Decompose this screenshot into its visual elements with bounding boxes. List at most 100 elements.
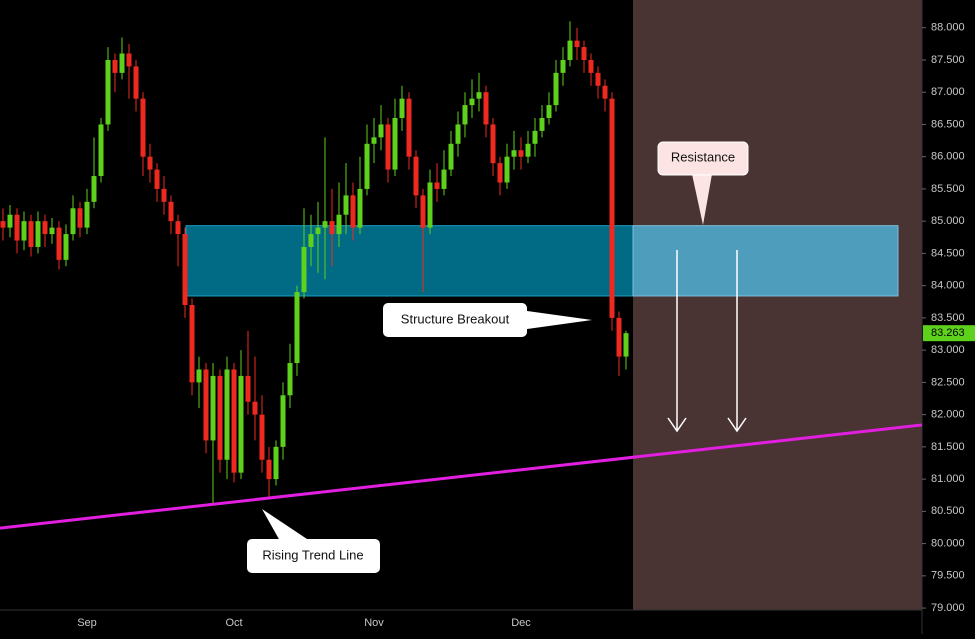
candle-body bbox=[0, 221, 6, 228]
arrow-head bbox=[727, 417, 747, 433]
y-tick-label: 83.500 bbox=[931, 312, 965, 324]
y-tick-label: 81.500 bbox=[931, 441, 965, 453]
resistance-zone bbox=[185, 225, 634, 297]
candle-body bbox=[182, 234, 188, 305]
candle-body bbox=[273, 446, 279, 480]
candle-body bbox=[161, 188, 167, 202]
candle-body bbox=[504, 156, 510, 183]
candle-body bbox=[462, 105, 468, 125]
candle-body bbox=[42, 221, 48, 235]
candle-body bbox=[546, 105, 552, 119]
candle-body bbox=[189, 305, 195, 383]
candle-body bbox=[154, 169, 160, 189]
candle-body bbox=[294, 292, 300, 364]
x-tick-label: Nov bbox=[364, 617, 384, 629]
candle-body bbox=[399, 98, 405, 119]
callout-box bbox=[247, 539, 380, 573]
resistance-zone-projection bbox=[632, 225, 899, 297]
candle-body bbox=[168, 201, 174, 222]
candle-body bbox=[448, 143, 454, 170]
candle-body bbox=[7, 214, 13, 228]
candle-body bbox=[532, 130, 538, 144]
candle-body bbox=[581, 47, 587, 60]
candle-body bbox=[28, 221, 34, 247]
candle-body bbox=[133, 66, 139, 99]
annotation: Resistance bbox=[671, 149, 735, 164]
resistance-callout: Resistance bbox=[657, 141, 749, 225]
candle-body bbox=[84, 201, 90, 228]
candle-body bbox=[455, 124, 461, 144]
candle-body bbox=[14, 214, 20, 241]
candle-body bbox=[518, 150, 524, 157]
candle-body bbox=[322, 221, 328, 228]
y-tick-label: 80.000 bbox=[931, 537, 965, 549]
price-tag-label: 83.263 bbox=[931, 327, 965, 339]
candle-body bbox=[588, 59, 594, 73]
price-tag bbox=[923, 325, 975, 342]
arrow-head bbox=[667, 417, 687, 433]
candle-body bbox=[497, 163, 503, 183]
candle-body bbox=[441, 169, 447, 189]
candle-body bbox=[574, 40, 580, 48]
y-tick-label: 86.500 bbox=[931, 118, 965, 130]
candle-body bbox=[77, 208, 83, 228]
candle-body bbox=[406, 98, 412, 157]
candle-body bbox=[98, 124, 104, 177]
candle-body bbox=[245, 375, 251, 402]
y-tick-label: 88.000 bbox=[931, 22, 965, 34]
candle-body bbox=[413, 156, 419, 196]
candle-body bbox=[91, 176, 97, 202]
y-tick-label: 84.500 bbox=[931, 247, 965, 259]
candle-body bbox=[336, 214, 342, 235]
candle-body bbox=[210, 375, 216, 441]
candle-body bbox=[252, 401, 258, 415]
candle-body bbox=[483, 92, 489, 125]
candle-body bbox=[595, 72, 601, 86]
annotation: Structure Breakout bbox=[401, 311, 510, 326]
candle-body bbox=[56, 227, 62, 260]
candle-body bbox=[525, 143, 531, 157]
candle-body bbox=[238, 375, 244, 473]
y-tick-label: 84.000 bbox=[931, 280, 965, 292]
candle-body bbox=[140, 98, 146, 157]
breakout-callout: Structure Breakout bbox=[383, 303, 592, 337]
candle-body bbox=[329, 221, 335, 235]
candle-body bbox=[371, 137, 377, 144]
candle-body bbox=[616, 317, 622, 357]
candle-body bbox=[476, 92, 482, 99]
candle-body bbox=[315, 227, 321, 235]
candle-body bbox=[175, 221, 181, 235]
callout-box bbox=[383, 303, 527, 337]
candle-body bbox=[280, 395, 286, 447]
candle-body bbox=[511, 150, 517, 157]
candle-body bbox=[301, 246, 307, 293]
projection-area bbox=[633, 0, 922, 610]
candle-body bbox=[364, 143, 370, 189]
candle-body bbox=[224, 369, 230, 460]
candle-body bbox=[217, 375, 223, 460]
candle-body bbox=[539, 118, 545, 131]
annotation: Rising Trend Line bbox=[262, 547, 363, 562]
candle-body bbox=[231, 369, 237, 473]
price-axis bbox=[922, 0, 975, 634]
x-tick-label: Sep bbox=[77, 617, 97, 629]
candle-body bbox=[196, 369, 202, 383]
y-tick-label: 82.500 bbox=[931, 376, 965, 388]
callout-pointer bbox=[520, 310, 592, 330]
candle-body bbox=[609, 98, 615, 318]
y-tick-label: 79.000 bbox=[931, 602, 965, 614]
candle-body bbox=[378, 124, 384, 138]
callout-pointer bbox=[262, 509, 310, 541]
x-tick-label: Dec bbox=[511, 617, 531, 629]
callout-box bbox=[657, 141, 749, 176]
y-tick-label: 87.500 bbox=[931, 54, 965, 66]
y-tick-label: 85.000 bbox=[931, 215, 965, 227]
candle-body bbox=[308, 234, 314, 247]
x-tick-label: Oct bbox=[225, 617, 242, 629]
candle-body bbox=[203, 369, 209, 441]
y-tick-label: 80.500 bbox=[931, 505, 965, 517]
candle-body bbox=[357, 188, 363, 228]
callout-pointer bbox=[692, 174, 712, 225]
